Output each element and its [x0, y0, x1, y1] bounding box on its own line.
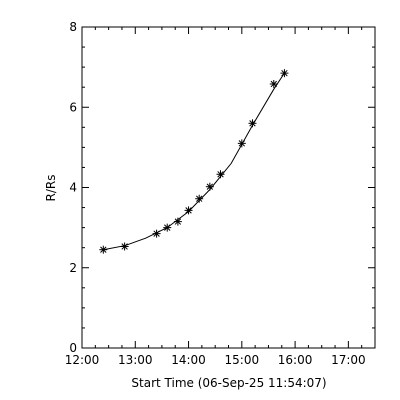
data-point — [152, 229, 161, 238]
y-tick-label: 2 — [69, 261, 77, 275]
data-point — [280, 69, 289, 78]
y-axis-label: R/Rs — [44, 175, 58, 202]
x-axis-label: Start Time (06-Sep-25 11:54:07) — [131, 376, 326, 390]
y-tick-label: 0 — [69, 341, 77, 355]
x-tick-label: 16:00 — [278, 353, 313, 367]
data-point — [99, 245, 108, 254]
y-axis: 0 2 4 6 8 — [69, 20, 375, 355]
x-tick-label: 12:00 — [65, 353, 100, 367]
x-tick-label: 17:00 — [331, 353, 366, 367]
data-points — [99, 69, 289, 254]
data-point — [269, 79, 278, 88]
data-point — [163, 223, 172, 232]
data-point — [173, 217, 182, 226]
x-tick-label: 13:00 — [118, 353, 153, 367]
x-axis: 12:00 13:00 14:00 15:00 16:00 17:00 — [65, 27, 376, 367]
fit-curve — [103, 72, 285, 251]
data-point — [216, 170, 225, 179]
data-point — [248, 119, 257, 128]
y-tick-label: 6 — [69, 100, 77, 114]
plot-frame — [81, 26, 376, 349]
data-point — [237, 139, 246, 148]
x-tick-label: 15:00 — [225, 353, 260, 367]
data-point — [205, 182, 214, 191]
data-point — [195, 194, 204, 203]
data-point — [120, 242, 129, 251]
x-tick-label: 14:00 — [171, 353, 206, 367]
y-tick-label: 4 — [69, 181, 77, 195]
data-point — [184, 206, 193, 215]
y-tick-label: 8 — [69, 20, 77, 34]
